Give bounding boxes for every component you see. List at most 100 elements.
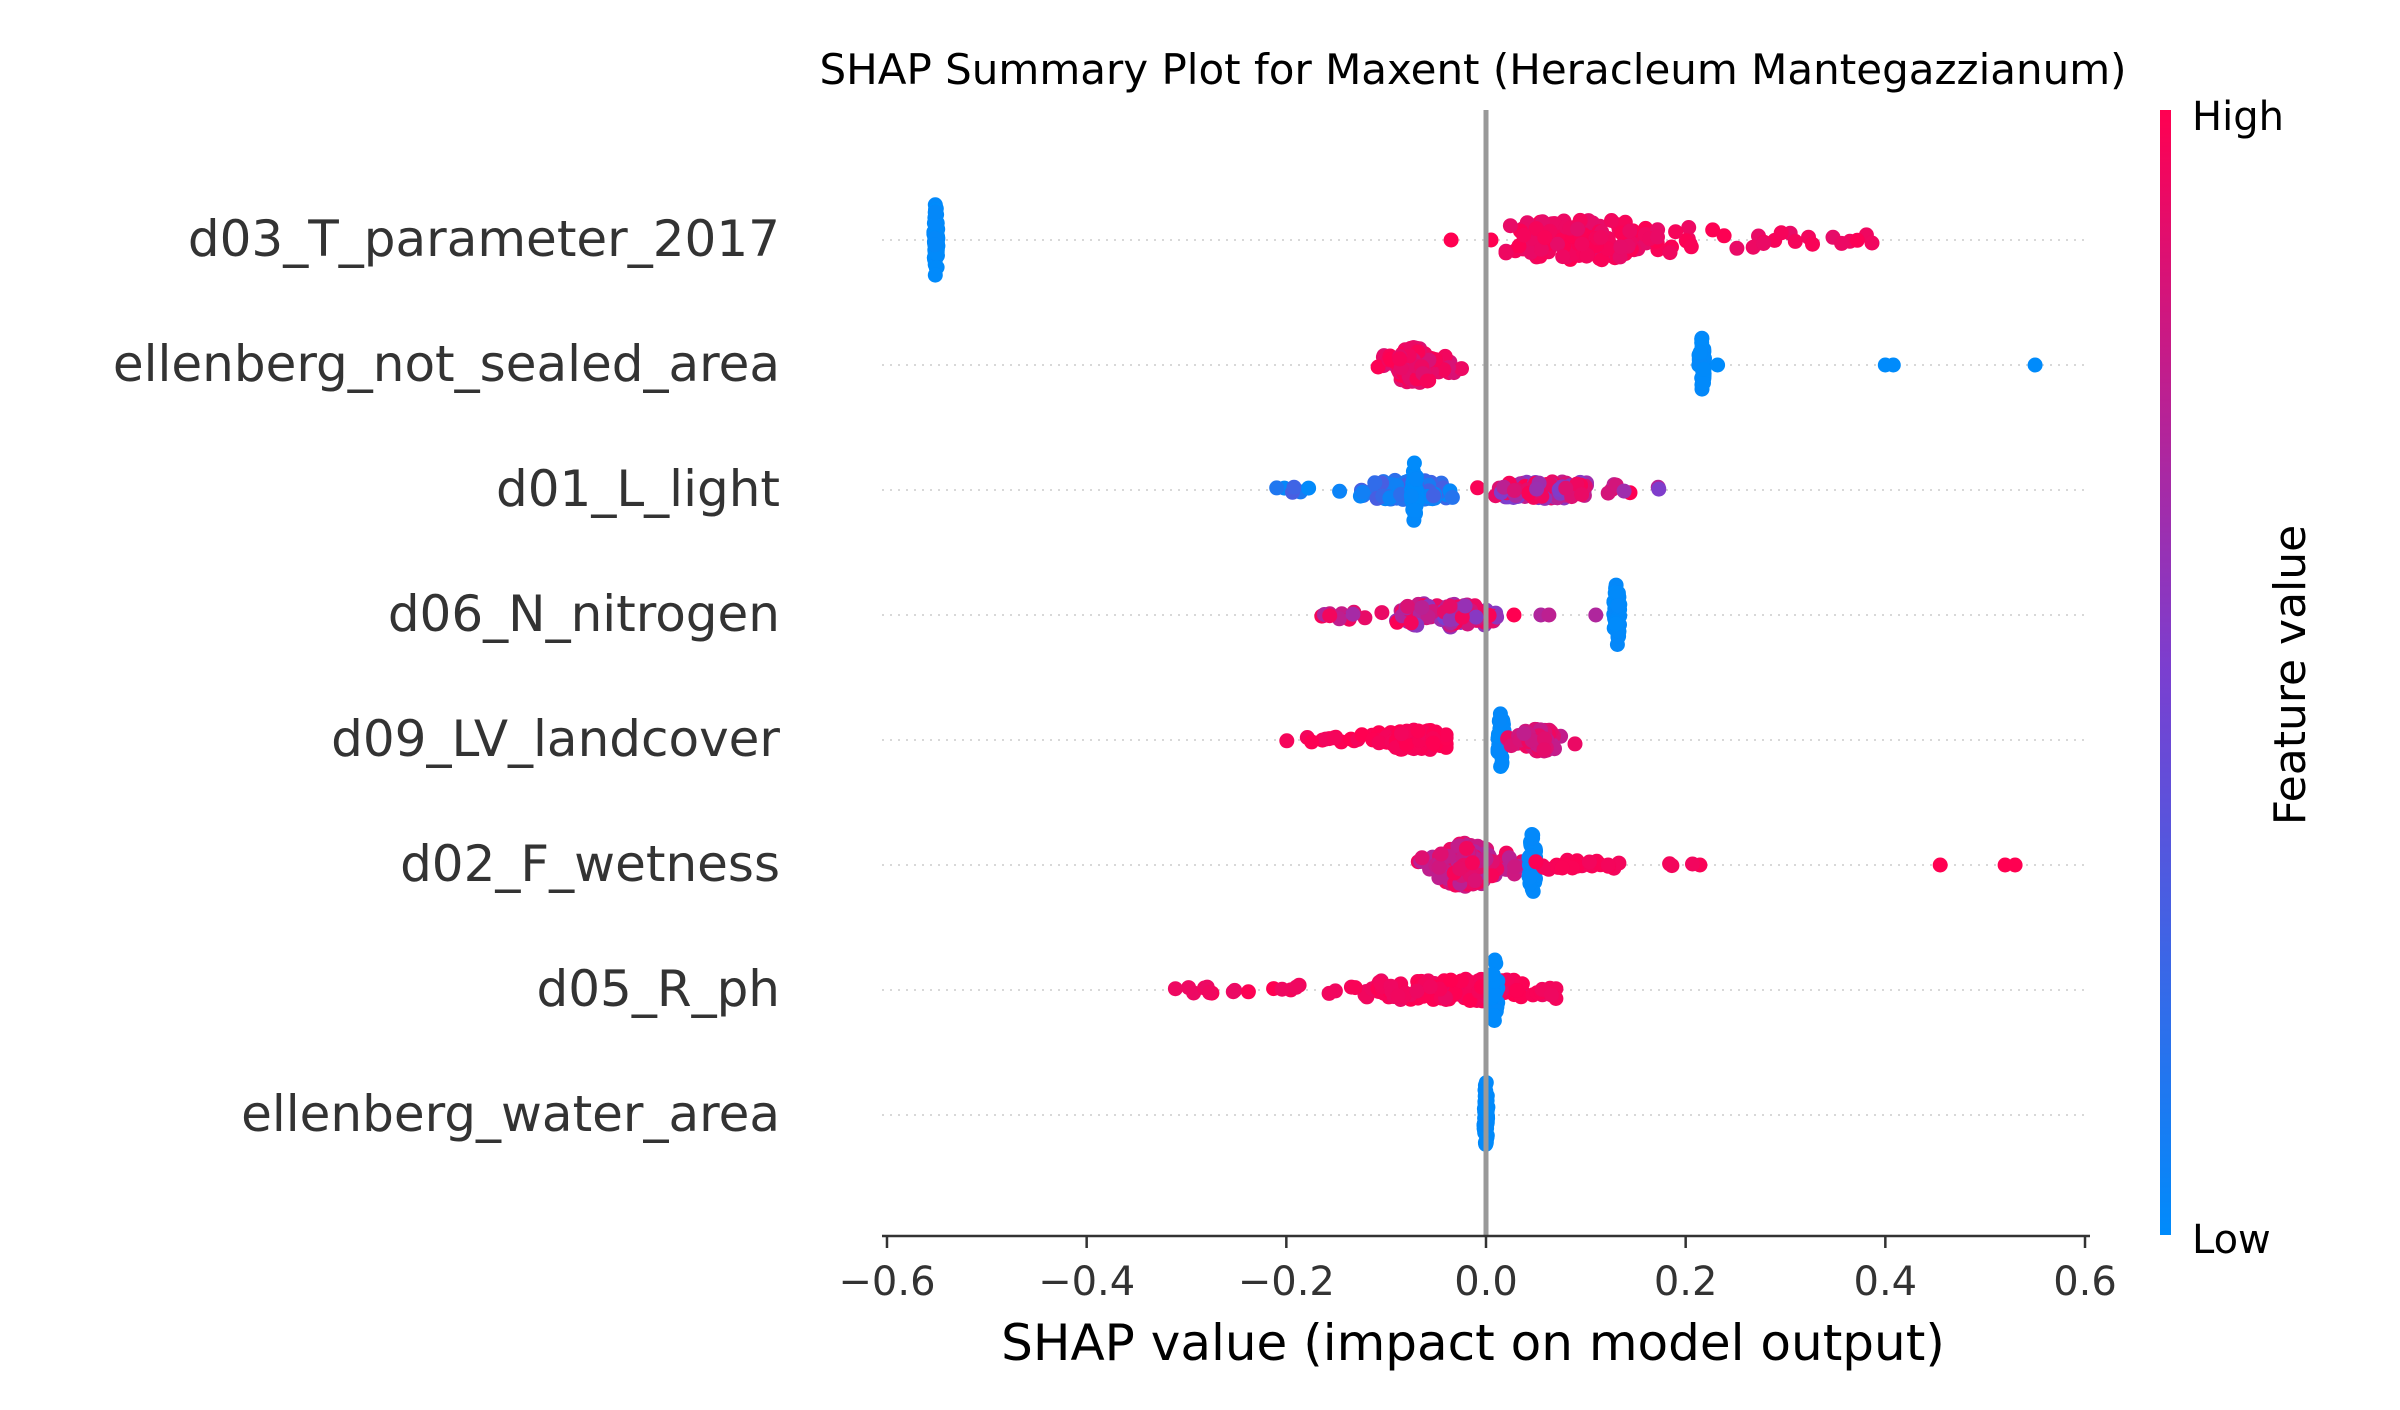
feature-label: d03_T_parameter_2017 [188, 210, 780, 268]
shap-point [1787, 233, 1803, 249]
shap-point [1651, 481, 1667, 497]
shap-point [1390, 988, 1406, 1004]
shap-point [1593, 230, 1609, 245]
shap-point [927, 267, 943, 283]
shap-point [1756, 236, 1771, 251]
feature-label: ellenberg_water_area [241, 1085, 780, 1143]
shap-point [1452, 861, 1468, 877]
shap-point [1443, 972, 1459, 988]
shap-point [1321, 985, 1337, 1001]
shap-point [1332, 483, 1348, 499]
shap-point [1202, 985, 1218, 1001]
shap-point [1604, 213, 1619, 228]
shap-point [1431, 859, 1447, 875]
shap-point [1464, 855, 1480, 871]
shap-point [1664, 858, 1680, 874]
shap-point [1705, 222, 1721, 238]
shap-point [1425, 735, 1441, 751]
shap-point [1425, 488, 1441, 504]
shap-point [1524, 827, 1540, 842]
shap-point [1516, 725, 1532, 741]
shap-point [1716, 228, 1732, 244]
shap-point [1403, 615, 1419, 631]
colorbar-low-label: Low [2192, 1217, 2271, 1263]
shap-point [1414, 850, 1430, 866]
shap-point [927, 237, 943, 253]
feature-label: d01_L_light [496, 460, 780, 518]
shap-point [1581, 854, 1597, 870]
x-tick-label: 0.4 [1854, 1259, 1918, 1305]
shap-point [1506, 607, 1522, 623]
shap-point [1622, 223, 1638, 239]
shap-point [1433, 846, 1449, 862]
shap-point [1610, 598, 1626, 614]
shap-point [1849, 232, 1865, 248]
feature-label: ellenberg_not_sealed_area [113, 335, 780, 393]
shap-point [1436, 362, 1452, 378]
shap-point [1487, 987, 1503, 1003]
shap-point [1227, 982, 1243, 998]
shap-point [1650, 229, 1665, 245]
shap-point [1610, 585, 1626, 601]
shap-point [1528, 854, 1544, 870]
shap-point [1326, 730, 1342, 746]
shap-point [1347, 980, 1363, 996]
shap-point [1685, 856, 1700, 872]
shap-point [1668, 224, 1684, 240]
shap-point [1301, 480, 1317, 496]
x-axis: −0.6 −0.4 −0.2 0.0 0.2 0.4 0.6 SHAP value (imp… [838, 1234, 2117, 1372]
shap-point [1419, 373, 1435, 389]
shap-point [1403, 488, 1419, 504]
x-ticks: −0.6 −0.4 −0.2 0.0 0.2 0.4 0.6 [838, 1236, 2117, 1305]
shap-point [1167, 981, 1183, 997]
shap-point [1374, 605, 1390, 621]
shap-point [1541, 607, 1557, 623]
colorbar-gradient [2160, 110, 2171, 1235]
x-tick-label: −0.2 [1238, 1259, 1335, 1305]
shap-point [1692, 344, 1708, 360]
shap-point [1613, 239, 1629, 255]
shap-point [1567, 736, 1583, 752]
shap-point [1600, 241, 1616, 257]
shap-point [1322, 608, 1338, 624]
shap-point [1932, 857, 1948, 873]
shap-point [1683, 239, 1699, 255]
shap-point [1408, 471, 1424, 487]
shap-point [1438, 727, 1454, 743]
shap-point [1467, 873, 1483, 889]
shap-point [1616, 483, 1632, 499]
shap-point [1537, 230, 1553, 246]
shap-point [1574, 487, 1590, 502]
shap-points [926, 197, 2043, 1152]
shap-point [1442, 612, 1458, 628]
shap-point [1608, 616, 1624, 632]
shap-point [1181, 980, 1197, 996]
feature-label: d05_R_ph [536, 960, 780, 1018]
shap-point [1279, 733, 1295, 749]
shap-point [1410, 723, 1426, 739]
shap-point [1458, 841, 1474, 856]
shap-point [1696, 361, 1712, 377]
shap-point [1662, 245, 1678, 261]
shap-point [1392, 351, 1408, 367]
shap-point [1394, 726, 1409, 742]
shap-point [1492, 712, 1507, 728]
x-tick-label: −0.6 [838, 1259, 935, 1305]
shap-point [1491, 743, 1507, 758]
shap-point [1486, 1008, 1502, 1023]
shap-point [1502, 218, 1518, 234]
shap-point [1834, 235, 1850, 251]
shap-point [1371, 735, 1387, 751]
shap-point [1498, 245, 1514, 261]
shap-point [1509, 983, 1525, 998]
shap-point [1370, 359, 1386, 375]
shap-point [1710, 357, 1726, 373]
shap-point [1507, 859, 1523, 875]
shap-point [1468, 609, 1484, 625]
shap-point [1240, 984, 1256, 1000]
shap-point [1286, 479, 1302, 495]
shap-point [1367, 475, 1383, 491]
x-tick-label: 0.6 [2053, 1259, 2117, 1305]
shap-point [1537, 731, 1552, 747]
